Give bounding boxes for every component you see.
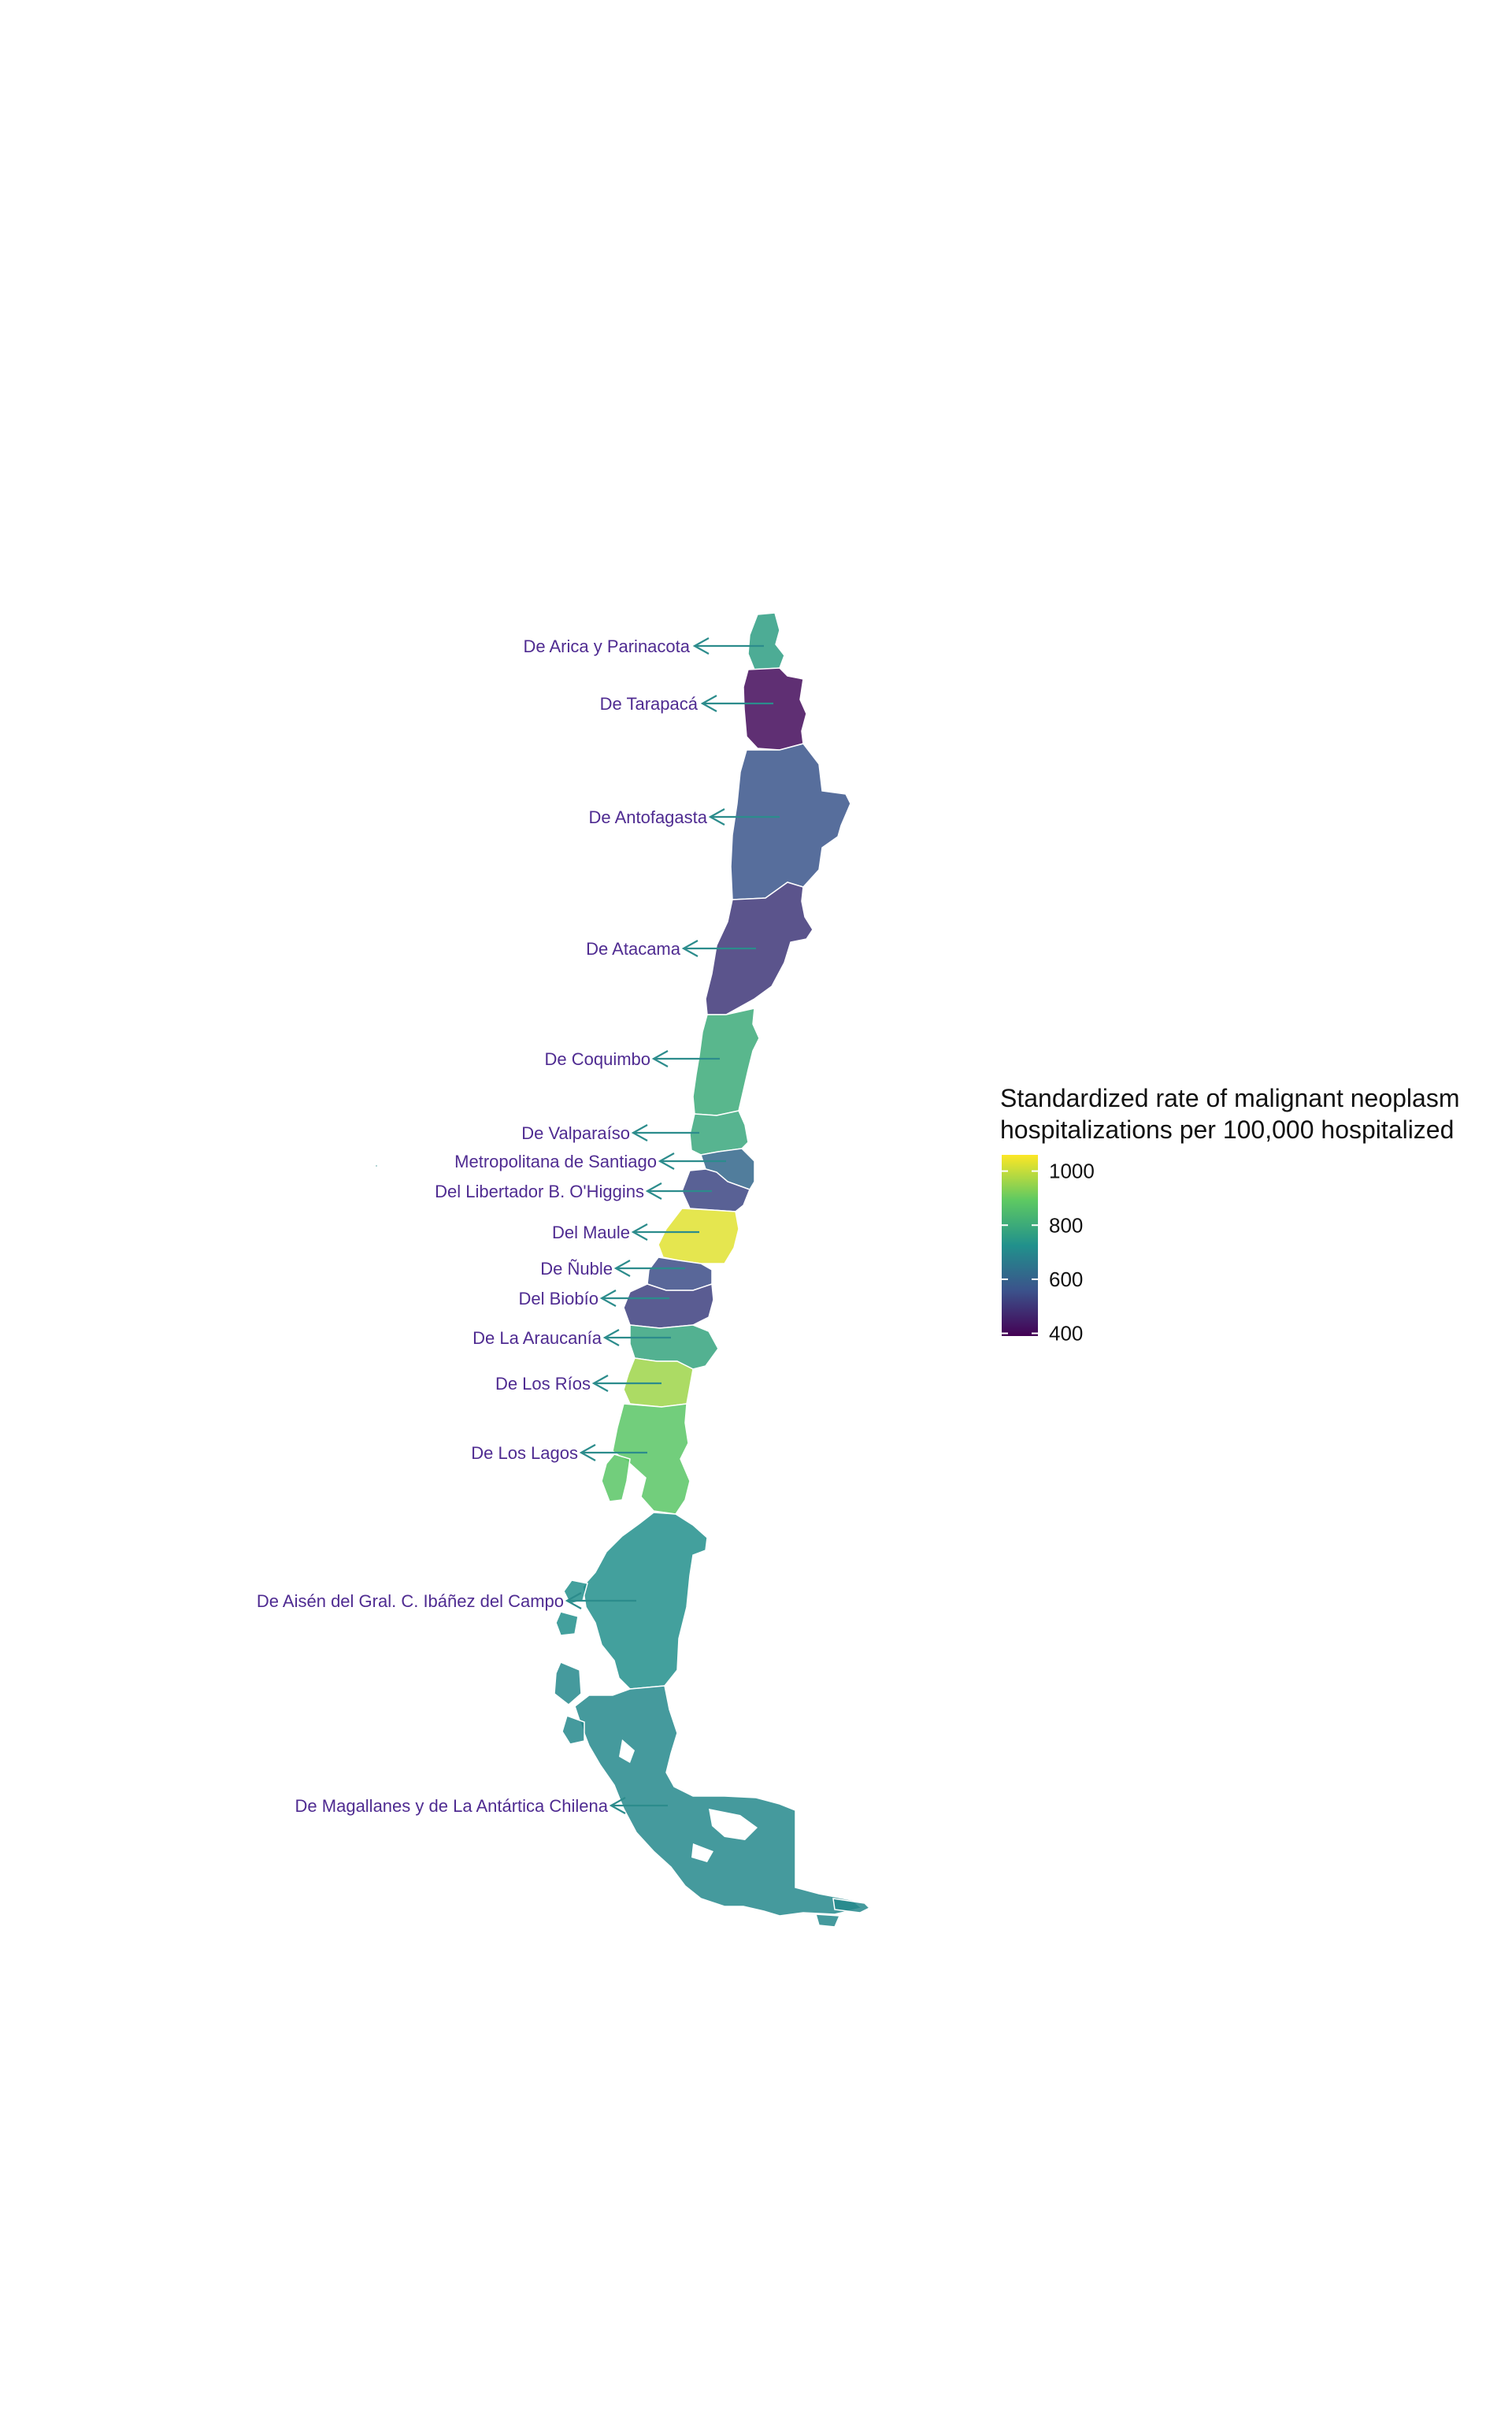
leader-arrow-maule	[631, 1223, 648, 1241]
legend-title-line1: Standardized rate of malignant neoplasm	[1000, 1084, 1459, 1112]
leader-arrow-atacama	[681, 940, 699, 957]
label-atacama: De Atacama	[586, 939, 681, 959]
region-shape-magallanes[interactable]	[574, 1685, 863, 1917]
leader-arrow-losrios	[591, 1375, 609, 1392]
leader-arrow-coquimbo	[651, 1050, 669, 1067]
leader-arrow-nuble	[613, 1260, 631, 1277]
label-nuble: De Ñuble	[540, 1259, 613, 1279]
label-losrios: De Los Ríos	[495, 1374, 591, 1394]
label-aisen: De Aisén del Gral. C. Ibáñez del Campo	[257, 1591, 564, 1611]
leader-arrow-magallanes	[609, 1797, 626, 1814]
region-shape-biobio[interactable]	[623, 1282, 714, 1329]
legend-title-line2: hospitalizations per 100,000 hospitalize…	[1000, 1115, 1454, 1144]
label-maule: Del Maule	[552, 1223, 630, 1242]
leader-arrow-antofagasta	[708, 808, 725, 826]
label-arica: De Arica y Parinacota	[523, 637, 690, 656]
region-shapes	[554, 612, 871, 1928]
region-shape-antofagasta[interactable]	[730, 743, 851, 900]
legend: Standardized rate of malignant neoplasm …	[1000, 1084, 1459, 1345]
leader-arrow-metropolitana	[658, 1152, 675, 1170]
region-shape-tarapaca[interactable]	[743, 667, 807, 751]
label-metropolitana: Metropolitana de Santiago	[454, 1152, 657, 1171]
label-valparaiso: De Valparaíso	[521, 1123, 630, 1143]
region-shape-ohiggins[interactable]	[681, 1168, 750, 1212]
leader-arrow-ohiggins	[645, 1182, 662, 1200]
region-shape-atacama[interactable]	[705, 882, 813, 1015]
legend-tick-label: 600	[1049, 1268, 1083, 1291]
leader-arrow-arica	[692, 637, 710, 655]
region-shape-maule[interactable]	[658, 1208, 739, 1264]
leader-arrow-tarapaca	[700, 695, 717, 712]
label-araucania: De La Araucanía	[472, 1328, 602, 1348]
region-labels: De Arica y Parinacota De Tarapacá De Ant…	[257, 637, 780, 1816]
legend-tick-label: 800	[1049, 1213, 1083, 1237]
region-shape-loslagos-chiloe[interactable]	[601, 1453, 631, 1502]
region-shape-magallanes-islands[interactable]	[554, 1661, 871, 1928]
label-magallanes: De Magallanes y de La Antártica Chilena	[295, 1796, 609, 1816]
region-shape-arica[interactable]	[747, 612, 785, 670]
leader-arrow-loslagos	[579, 1444, 596, 1461]
leader-arrow-aisen	[565, 1592, 582, 1609]
region-shape-coquimbo[interactable]	[692, 1008, 760, 1116]
legend-tick-label: 400	[1049, 1322, 1083, 1345]
water-inlet	[619, 1739, 758, 1862]
legend-tick-label: 1000	[1049, 1160, 1095, 1183]
leader-arrow-valparaiso	[631, 1124, 648, 1141]
label-ohiggins: Del Libertador B. O'Higgins	[435, 1182, 644, 1201]
region-shape-araucania[interactable]	[629, 1324, 719, 1370]
leader-arrow-biobio	[599, 1290, 617, 1307]
label-biobio: Del Biobío	[518, 1289, 598, 1308]
label-loslagos: De Los Lagos	[471, 1443, 578, 1463]
stray-mark	[376, 1165, 377, 1167]
label-antofagasta: De Antofagasta	[589, 807, 708, 827]
legend-ticks: 1000 800 600 400	[1002, 1160, 1095, 1345]
label-coquimbo: De Coquimbo	[544, 1049, 650, 1069]
legend-colorbar	[1002, 1155, 1038, 1336]
label-tarapaca: De Tarapacá	[600, 694, 699, 714]
leader-arrow-araucania	[602, 1329, 620, 1346]
